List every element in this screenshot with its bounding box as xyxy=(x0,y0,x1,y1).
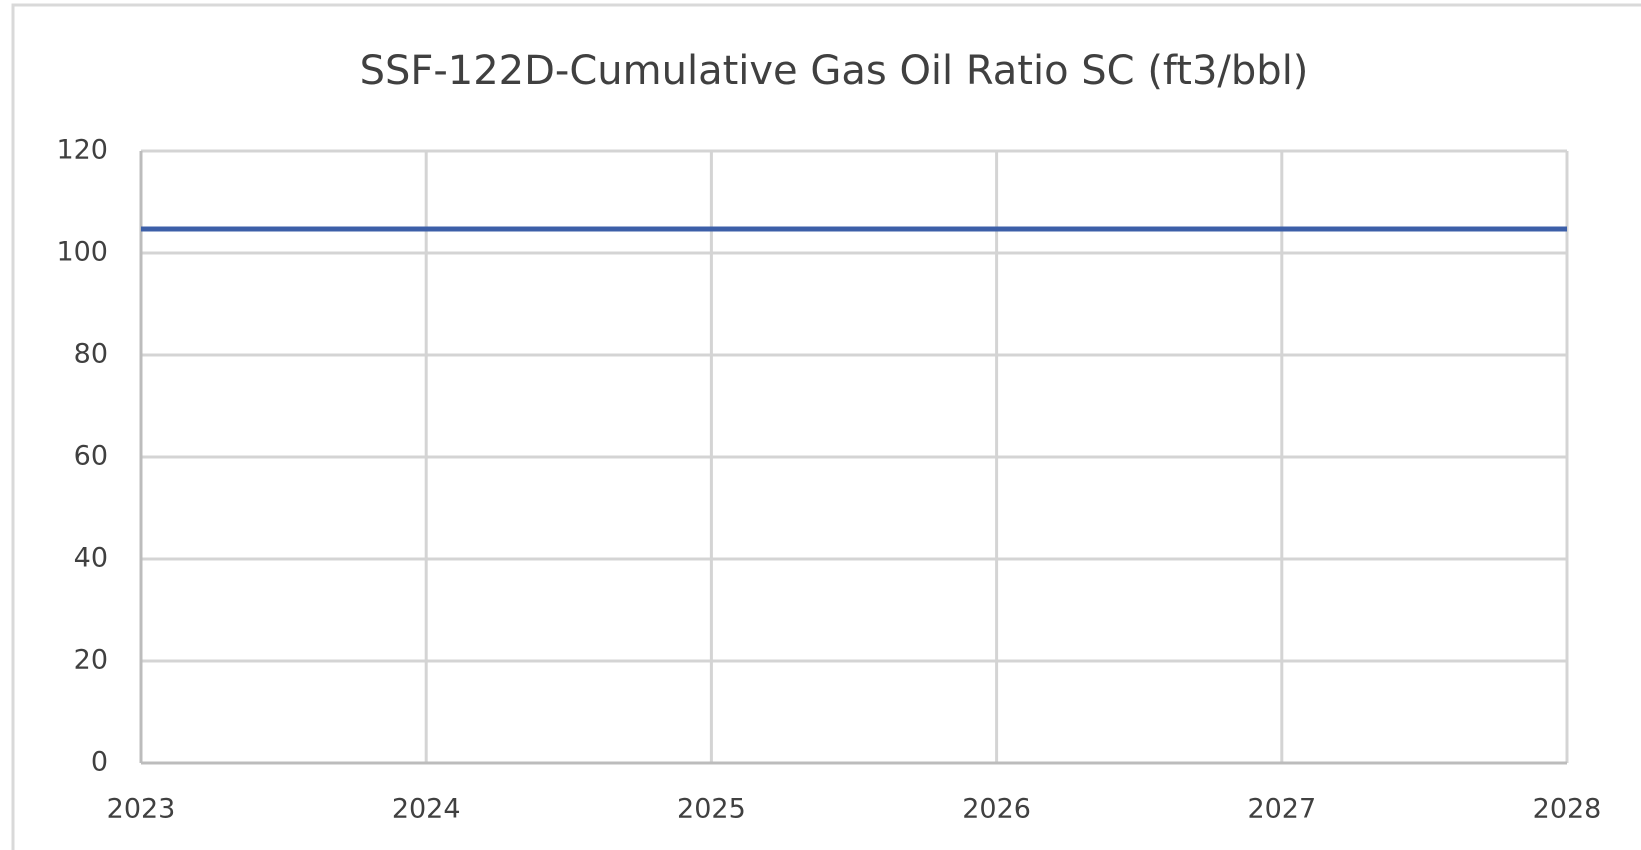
chart-frame xyxy=(11,3,1641,850)
x-tick-label: 2025 xyxy=(677,794,746,825)
y-tick-label: 0 xyxy=(91,747,108,778)
x-tick-label: 2028 xyxy=(1533,794,1602,825)
y-tick-label: 60 xyxy=(74,441,108,472)
y-tick-label: 40 xyxy=(74,543,108,574)
y-tick-label: 20 xyxy=(74,645,108,676)
x-tick-label: 2027 xyxy=(1247,794,1316,825)
x-tick-label: 2026 xyxy=(962,794,1031,825)
chart-title: SSF-122D-Cumulative Gas Oil Ratio SC (ft… xyxy=(360,48,1309,94)
x-tick-label: 2023 xyxy=(107,794,176,825)
y-tick-label: 80 xyxy=(74,339,108,370)
x-tick-label: 2024 xyxy=(392,794,461,825)
y-tick-label: 120 xyxy=(56,135,108,166)
y-tick-label: 100 xyxy=(56,237,108,268)
plot-area: 0 20 40 60 80 100 120 2023 2024 2025 2026 2027 2028 xyxy=(56,135,1601,825)
